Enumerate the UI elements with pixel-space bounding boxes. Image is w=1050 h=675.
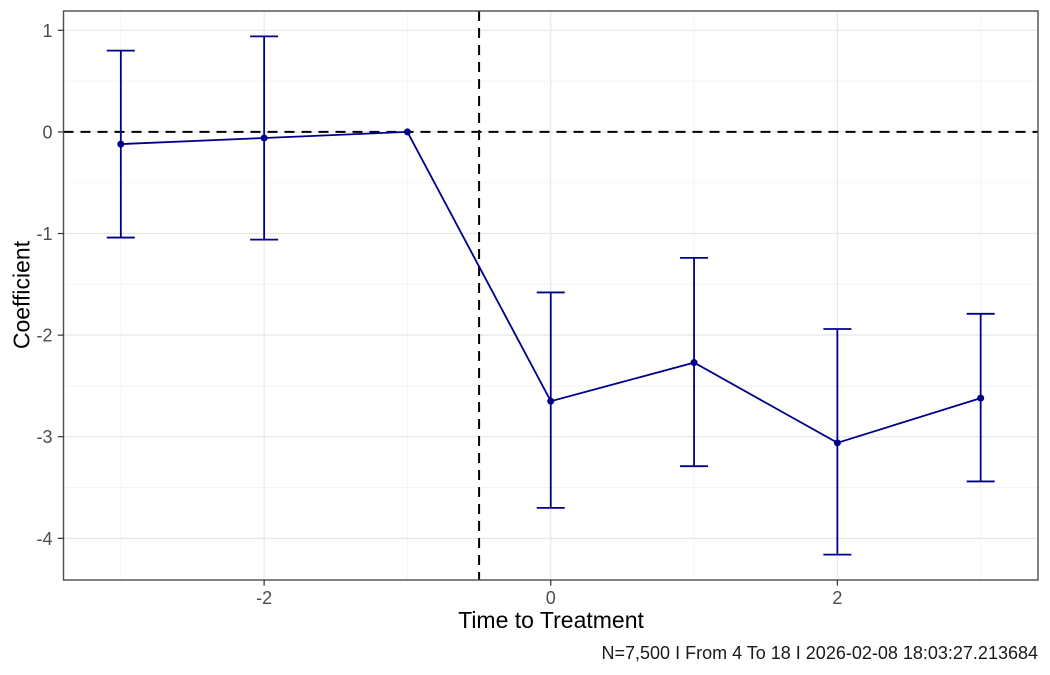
coefficient-point [547,397,555,405]
x-axis-title: Time to Treatment [458,607,644,633]
y-tick-label: -4 [36,529,52,549]
coefficient-point [260,134,268,142]
coefficient-point [833,439,841,447]
y-tick-label: -2 [36,326,52,346]
x-tick-label: -2 [256,588,272,608]
y-tick-label: -1 [36,224,52,244]
y-tick-label: 1 [42,21,52,41]
y-tick-label: -3 [36,427,52,447]
y-tick-label: 0 [42,122,52,142]
coefficient-point [690,359,698,367]
figure-caption: N=7,500 I From 4 To 18 I 2026-02-08 18:0… [601,643,1038,663]
coefficient-point [977,394,985,402]
x-tick-label: 2 [832,588,842,608]
coefficient-point [403,128,411,136]
x-tick-label: 0 [546,588,556,608]
coefficient-point [117,140,125,148]
y-axis-title: Coefficient [8,240,35,350]
